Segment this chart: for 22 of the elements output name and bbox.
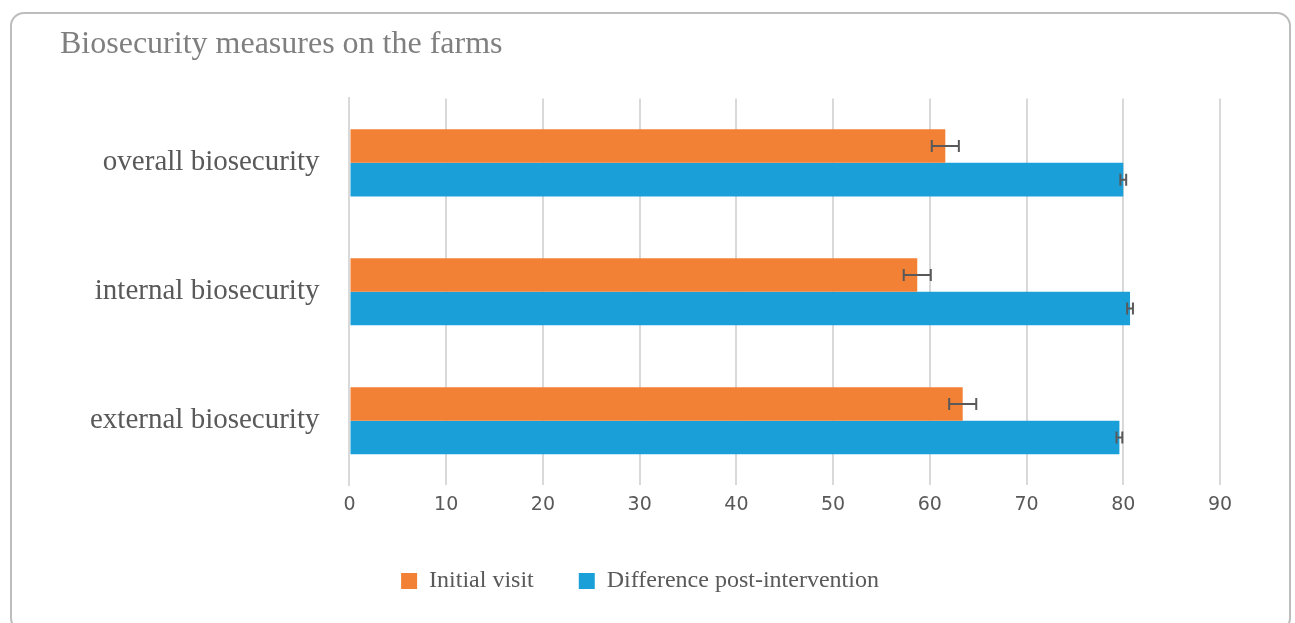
bar [350,291,1131,326]
x-tick-label: 0 [343,491,356,514]
x-tick-label: 90 [1207,491,1233,514]
x-tick-label: 20 [530,491,556,514]
legend-label: Difference post-intervention [606,566,879,593]
chart-title: Biosecurity measures on the farms [60,23,503,60]
x-tick-label: 10 [434,491,459,514]
bar [350,387,963,421]
x-tick-label: 80 [1111,491,1136,514]
bar [350,420,1120,455]
x-tick-label: 60 [917,491,942,514]
bar [350,162,1124,197]
x-tick-label: 50 [821,491,846,514]
x-tick-label: 30 [627,491,652,514]
y-tick-label: overall biosecurity [102,144,320,177]
x-tick-label: 70 [1014,491,1039,514]
y-tick-label: internal biosecurity [94,273,320,306]
x-tick-label: 40 [724,491,749,514]
bar [350,258,918,292]
bar [350,129,946,163]
legend-label: Initial visit [429,566,535,593]
y-tick-label: external biosecurity [89,402,320,435]
